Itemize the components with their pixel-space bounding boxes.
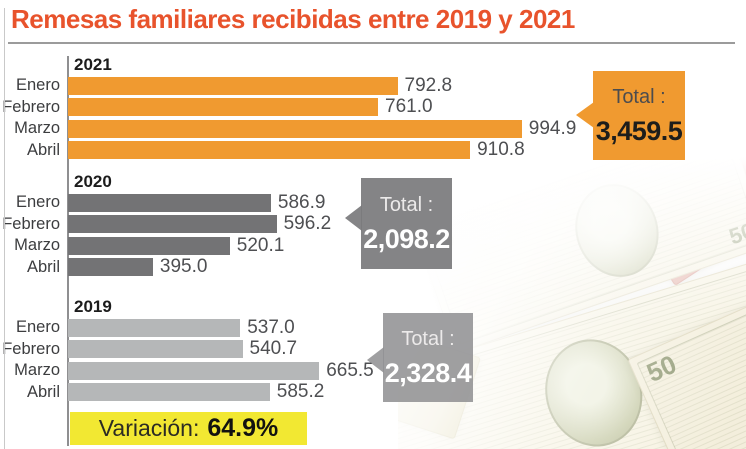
category-label: Enero (15, 318, 60, 336)
total-callout-2021: Total : 3,459.5 (576, 71, 685, 160)
value-label: 596.2 (283, 213, 332, 234)
year-label: 2020 (74, 172, 112, 191)
year-label: 2019 (74, 297, 112, 316)
bar-2021-febrero (68, 98, 378, 116)
value-label: 395.0 (159, 256, 208, 277)
bar-group-2020: 2020 Enero 586.9 Febrero 596.2 Marzo 520… (0, 172, 620, 277)
category-label: Abril (26, 257, 60, 276)
bar-row: Febrero 761.0 (0, 96, 620, 117)
total-callout-2020: Total : 2,098.2 (345, 178, 452, 269)
category-label: Abril (26, 382, 60, 401)
total-value-2020: 2,098.2 (363, 224, 450, 254)
value-label: 586.9 (277, 191, 326, 213)
total-callout-2019: Total : 2,328.4 (367, 313, 473, 402)
value-label: 792.8 (404, 74, 453, 96)
value-label: 761.0 (385, 96, 433, 117)
value-label: 537.0 (247, 316, 295, 338)
value-label: 994.9 (528, 117, 577, 139)
category-label: Febrero (2, 97, 60, 116)
category-label: Febrero (2, 214, 60, 233)
bar-2020-abril (68, 258, 153, 276)
category-label: Marzo (14, 119, 60, 137)
bar-2021-marzo (68, 119, 522, 138)
bar-2019-enero (68, 318, 241, 337)
total-label: Total : (379, 194, 434, 216)
bar-row: Marzo 994.9 (0, 117, 620, 139)
bar-2019-abril (68, 383, 270, 401)
bar-2020-marzo (68, 236, 230, 255)
bar-row: Febrero 540.7 (0, 338, 620, 359)
variation-value: 64.9% (207, 414, 279, 442)
variation-label: Variación: (98, 415, 200, 441)
variation-badge: Variación: 64.9% (70, 412, 307, 445)
category-label: Abril (26, 140, 60, 159)
bar-2020-enero (68, 193, 271, 212)
bar-row: Abril 395.0 (0, 256, 620, 277)
value-label: 540.7 (249, 338, 298, 359)
bar-2019-febrero (68, 340, 243, 358)
bar-row: Marzo 520.1 (0, 234, 620, 256)
page-title: Remesas familiares recibidas entre 2019 … (11, 4, 575, 34)
bar-row: Abril 910.8 (0, 139, 620, 160)
bar-row: Marzo 665.5 (0, 359, 620, 381)
bar-row: Abril 585.2 (0, 381, 620, 402)
bar-2021-enero (68, 76, 398, 95)
bar-row: Enero 586.9 (0, 191, 620, 213)
total-label: Total : (612, 86, 666, 108)
bar-group-2019: 2019 Enero 537.0 Febrero 540.7 Marzo 665… (0, 297, 620, 402)
year-label: 2021 (74, 55, 112, 74)
title-underline (8, 42, 735, 44)
bar-2020-febrero (68, 215, 277, 233)
total-value-2021: 3,459.5 (595, 116, 683, 146)
value-label: 910.8 (477, 139, 525, 160)
category-label: Enero (15, 76, 60, 94)
bar-row: Febrero 596.2 (0, 213, 620, 234)
category-label: Enero (15, 193, 60, 211)
total-label: Total : (401, 328, 455, 350)
bar-row: Enero 537.0 (0, 316, 620, 338)
bar-row: Enero 792.8 (0, 74, 620, 96)
left-border-line (4, 8, 5, 449)
category-label: Marzo (14, 236, 60, 254)
value-label: 520.1 (236, 234, 285, 256)
category-label: Marzo (14, 361, 60, 379)
value-label: 585.2 (276, 381, 325, 402)
bar-group-2021: 2021 Enero 792.8 Febrero 761.0 Marzo 994… (0, 55, 620, 160)
total-value-2019: 2,328.4 (384, 358, 472, 388)
category-label: Febrero (2, 339, 60, 358)
value-label: 665.5 (326, 359, 374, 381)
bar-2019-marzo (68, 361, 320, 380)
bar-2021-abril (68, 141, 471, 159)
